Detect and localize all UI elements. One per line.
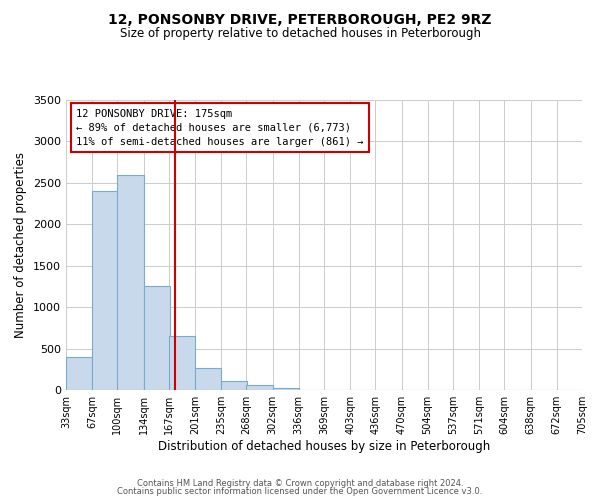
Bar [195,368,221,390]
Text: 12, PONSONBY DRIVE, PETERBOROUGH, PE2 9RZ: 12, PONSONBY DRIVE, PETERBOROUGH, PE2 9R… [108,12,492,26]
Bar [66,357,92,390]
Text: Size of property relative to detached houses in Peterborough: Size of property relative to detached ho… [119,28,481,40]
Text: 12 PONSONBY DRIVE: 175sqm
← 89% of detached houses are smaller (6,773)
11% of se: 12 PONSONBY DRIVE: 175sqm ← 89% of detac… [76,108,364,146]
Text: Contains public sector information licensed under the Open Government Licence v3: Contains public sector information licen… [118,487,482,496]
Bar [221,381,247,390]
Bar [143,286,170,390]
Text: Contains HM Land Registry data © Crown copyright and database right 2024.: Contains HM Land Registry data © Crown c… [137,478,463,488]
Bar [272,388,299,390]
X-axis label: Distribution of detached houses by size in Peterborough: Distribution of detached houses by size … [158,440,490,453]
Bar [118,174,143,390]
Bar [247,386,272,390]
Bar [169,336,195,390]
Y-axis label: Number of detached properties: Number of detached properties [14,152,28,338]
Bar [92,191,118,390]
